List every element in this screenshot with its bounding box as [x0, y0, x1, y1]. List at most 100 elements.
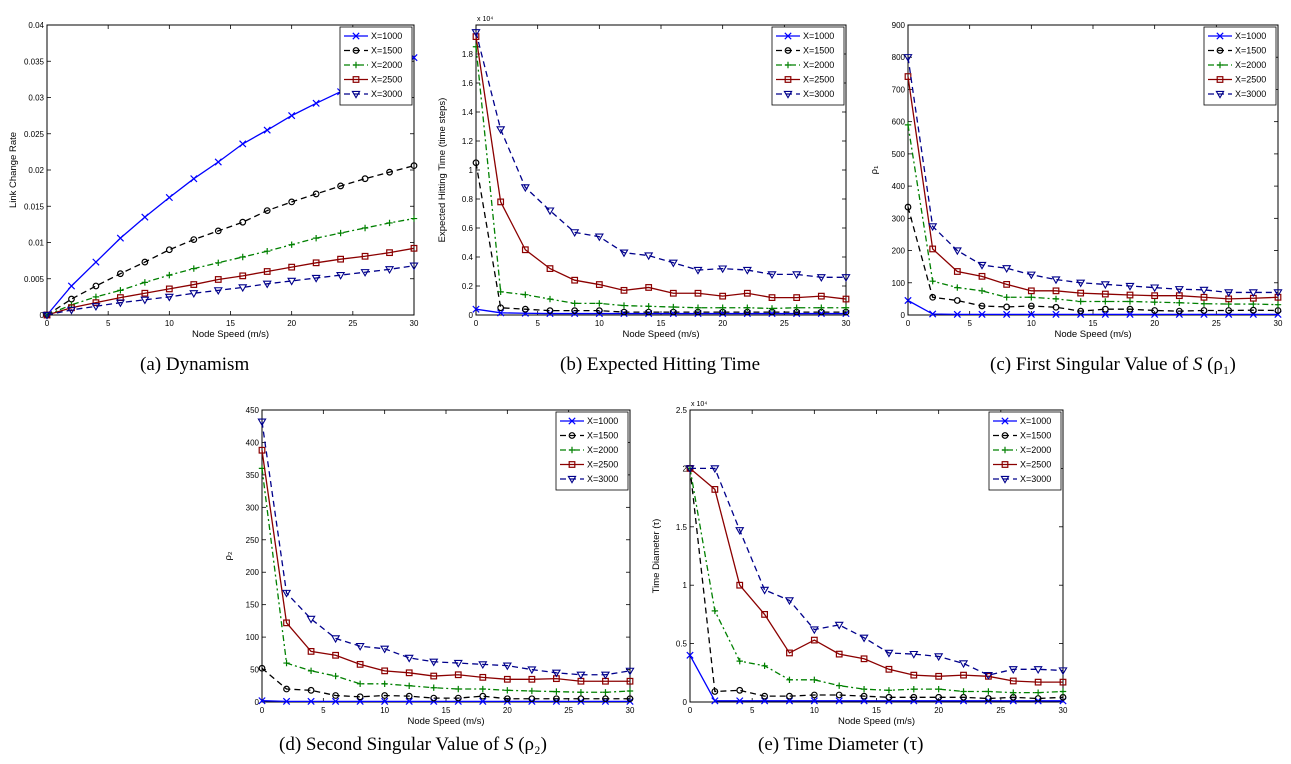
- chart-c-data-point: [1151, 298, 1158, 306]
- caption-b-text: Expected Hitting Time: [586, 354, 761, 375]
- chart-e-data-point: [885, 693, 893, 701]
- chart-c-data-point: [953, 297, 961, 304]
- chart-d-data-point: [577, 695, 585, 703]
- chart-b-data-point: [743, 309, 751, 318]
- chart-c-data-point: [978, 302, 986, 310]
- chart-d-data-point: [626, 687, 634, 695]
- chart-c-data-point: [1027, 302, 1035, 310]
- chart-d-legend-box: [555, 411, 629, 491]
- chart-b-data-point: [620, 302, 628, 309]
- chart-c-ytick-label: 0: [901, 311, 906, 320]
- chart-a-data-point: [141, 258, 149, 266]
- chart-c-data-point: [1002, 265, 1012, 273]
- chart-c-data-point: [1126, 291, 1134, 299]
- chart-e-data-point: [859, 634, 869, 643]
- caption-e-prefix: (e): [758, 734, 780, 755]
- chart-b-data-point: [645, 309, 653, 318]
- chart-d-data-point: [355, 643, 365, 651]
- chart-b-xtick-label: 25: [780, 319, 789, 328]
- chart-e-data-point: [761, 692, 768, 700]
- chart-d-legend-marker: [568, 417, 576, 425]
- chart-e-data-point: [860, 692, 868, 700]
- chart-e-data-point: [786, 649, 793, 657]
- chart-c-legend-label: X=1500: [1235, 46, 1266, 56]
- chart-d-data-point: [504, 687, 511, 694]
- chart-a-data-point: [92, 258, 100, 266]
- chart-d-data-point: [453, 659, 463, 668]
- chart-c-legend-marker: [1216, 47, 1224, 54]
- chart-e-series-line: [690, 467, 1064, 676]
- caption-d-suffix: (ρ₂): [518, 734, 547, 755]
- chart-e-data-point: [786, 692, 793, 700]
- chart-c-data-point: [978, 272, 986, 280]
- chart-c-data-point: [1126, 310, 1134, 318]
- chart-b-series-line: [475, 162, 846, 313]
- chart-a-data-point: [263, 207, 271, 215]
- chart-b-data-point: [842, 309, 850, 318]
- chart-c-legend-marker: [1216, 61, 1224, 69]
- chart-c-data-point: [1100, 281, 1110, 290]
- chart-e-xtick-label: 10: [810, 706, 819, 715]
- chart-b-data-point: [497, 304, 505, 312]
- chart-a-data-point: [336, 271, 346, 280]
- chart-a-data-point: [92, 299, 100, 307]
- chart-d-legend-marker: [568, 461, 576, 468]
- chart-d-data-point: [331, 697, 340, 705]
- caption-c-text: First Singular Value of: [1015, 354, 1189, 375]
- chart-e-legend-marker: [1001, 446, 1009, 454]
- chart-b-xtick-label: 30: [842, 319, 851, 328]
- chart-d-legend-marker: [568, 432, 576, 439]
- chart-b-ytick-label: 1.6: [462, 79, 474, 88]
- chart-b-ylabel: Expected Hitting Time (time steps): [437, 98, 448, 243]
- chart-e-data-point: [760, 586, 770, 595]
- chart-b-data-point: [668, 259, 678, 268]
- chart-c-data-point: [929, 245, 937, 253]
- chart-e-data-point: [935, 685, 942, 693]
- chart-a-ytick-label: 0.03: [28, 94, 44, 103]
- chart-d-data-point: [258, 664, 266, 672]
- chart-e-data-point: [810, 697, 818, 705]
- chart-d-ytick-label: 150: [246, 601, 260, 610]
- chart-c-data-point: [1026, 271, 1036, 280]
- chart-a-data-point: [386, 249, 393, 257]
- chart-c-data-point: [928, 223, 938, 232]
- chart-d-data-point: [404, 654, 414, 663]
- chart-b-xtick-label: 20: [718, 319, 727, 328]
- chart-a-ytick-label: 0.02: [28, 166, 44, 175]
- chart-a-data-point: [141, 213, 149, 221]
- chart-b-ytick-label: 0.6: [462, 224, 474, 233]
- chart-e-data-point: [735, 527, 745, 535]
- chart-a-ytick-label: 0.01: [28, 239, 44, 248]
- chart-b-series-line: [475, 46, 846, 310]
- chart-a-data-point: [117, 287, 124, 294]
- chart-b-data-point: [841, 274, 851, 282]
- chart-b-series-line: [475, 36, 847, 300]
- chart-d-data-point: [356, 660, 364, 668]
- chart-a-legend: X=1000 X=1500 X=2000 X=2500 X=3000: [339, 26, 413, 106]
- chart-a-data-point: [92, 293, 100, 301]
- chart-c-xtick-label: 25: [1212, 319, 1221, 328]
- chart-c-legend-label: X=2000: [1235, 60, 1266, 70]
- chart-e-data-point: [983, 671, 993, 680]
- chart-d-data-point: [405, 669, 413, 677]
- chart-d-ylabel: ρ₂: [223, 551, 234, 560]
- chart-a-data-point: [288, 112, 296, 120]
- chart-b-data-point: [718, 265, 728, 274]
- chart-c-xtick-label: 0: [906, 319, 911, 328]
- chart-e-data-point: [1059, 678, 1067, 686]
- chart-e-data-point: [811, 676, 818, 684]
- chart-b-data-point: [595, 307, 603, 315]
- chart-b-xtick-label: 5: [535, 319, 540, 328]
- chart-c-data-point: [1199, 286, 1209, 295]
- chart-e-legend-marker: [1000, 475, 1010, 484]
- chart-b-data-point: [595, 281, 603, 288]
- chart-b-data-point: [817, 309, 825, 318]
- chart-d-xtick-label: 5: [321, 706, 326, 715]
- chart-a-data-point: [386, 168, 393, 176]
- chart-b-legend-box: [771, 26, 845, 106]
- chart-c-ytick-label: 200: [892, 247, 906, 256]
- chart-a-data-point: [337, 182, 345, 190]
- chart-e-exponent: x 10⁴: [691, 401, 707, 408]
- chart-e-data-point: [686, 651, 694, 659]
- chart-a-data-point: [410, 162, 418, 170]
